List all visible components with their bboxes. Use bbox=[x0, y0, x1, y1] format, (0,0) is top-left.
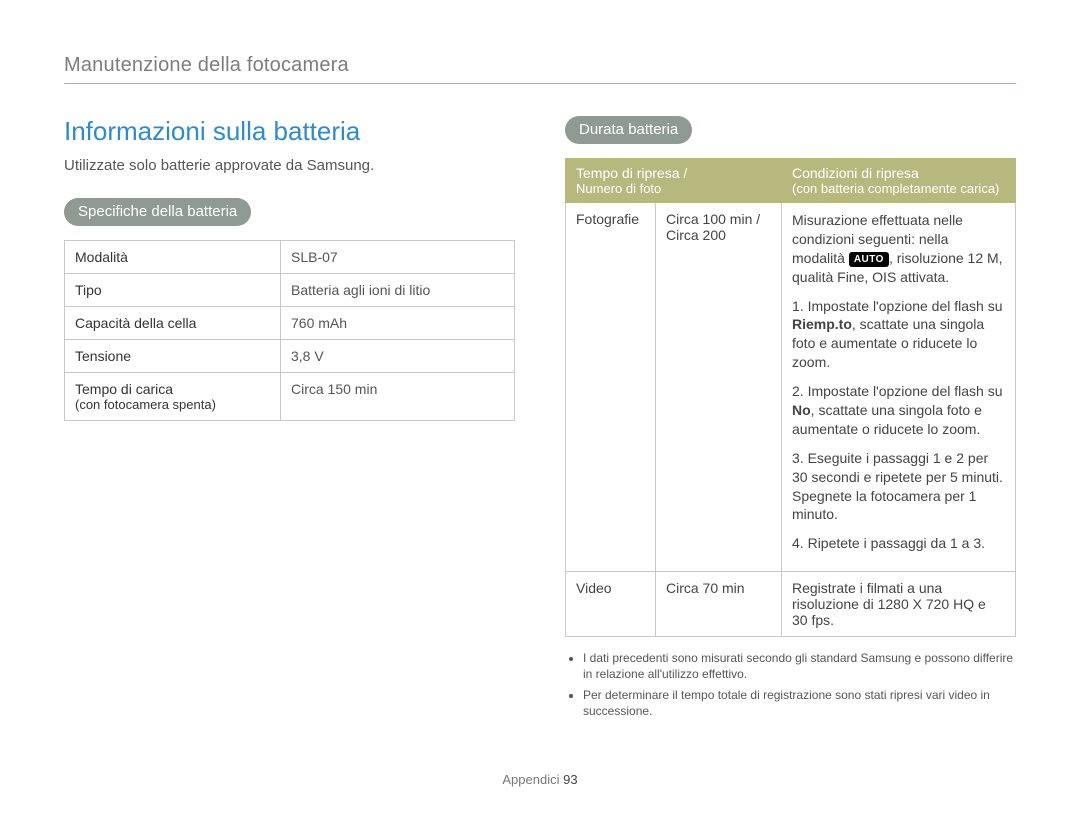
breadcrumb: Manutenzione della fotocamera bbox=[64, 54, 1016, 77]
list-item: I dati precedenti sono misurati secondo … bbox=[583, 651, 1016, 682]
list-item: 3. Eseguite i passaggi 1 e 2 per 30 seco… bbox=[792, 449, 1005, 525]
columns: Informazioni sulla batteria Utilizzate s… bbox=[64, 116, 1016, 726]
life-th-time: Tempo di ripresa / Numero di foto bbox=[566, 159, 782, 203]
spec-heading-pill: Specifiche della batteria bbox=[64, 198, 251, 226]
step-post: Ripetete i passaggi da 1 a 3. bbox=[808, 535, 985, 551]
intro-text: Utilizzate solo batterie approvate da Sa… bbox=[64, 157, 515, 174]
spec-val: Batteria agli ioni di litio bbox=[281, 274, 515, 307]
right-column: Durata batteria Tempo di ripresa / Numer… bbox=[565, 116, 1016, 726]
table-row: Tensione 3,8 V bbox=[65, 340, 515, 373]
spec-key: Tipo bbox=[65, 274, 281, 307]
spec-key: Tensione bbox=[65, 340, 281, 373]
cond-steps: 1. Impostate l'opzione del flash su Riem… bbox=[792, 297, 1005, 554]
life-row-cond: Misurazione effettuata nelle condizioni … bbox=[782, 203, 1016, 572]
spec-key-main: Tempo di carica bbox=[75, 381, 173, 397]
th-line: Condizioni di ripresa bbox=[792, 165, 919, 181]
left-column: Informazioni sulla batteria Utilizzate s… bbox=[64, 116, 515, 726]
life-table: Tempo di ripresa / Numero di foto Condiz… bbox=[565, 158, 1016, 637]
step-bold: No bbox=[792, 402, 811, 418]
spec-key: Tempo di carica (con fotocamera spenta) bbox=[65, 373, 281, 421]
spec-table: Modalità SLB-07 Tipo Batteria agli ioni … bbox=[64, 240, 515, 421]
spec-key: Modalità bbox=[65, 241, 281, 274]
life-row-label: Fotografie bbox=[566, 203, 656, 572]
page-title: Informazioni sulla batteria bbox=[64, 116, 515, 147]
step-num: 2. bbox=[792, 383, 804, 399]
spec-val: SLB-07 bbox=[281, 241, 515, 274]
step-num: 4. bbox=[792, 535, 804, 551]
th-line: Numero di foto bbox=[576, 181, 771, 196]
page: Manutenzione della fotocamera Informazio… bbox=[0, 0, 1080, 815]
table-row: Tipo Batteria agli ioni di litio bbox=[65, 274, 515, 307]
list-item: Per determinare il tempo totale di regis… bbox=[583, 688, 1016, 719]
step-pre: Impostate l'opzione del flash su bbox=[808, 383, 1003, 399]
th-line: Tempo di ripresa / bbox=[576, 165, 687, 181]
list-item: 1. Impostate l'opzione del flash su Riem… bbox=[792, 297, 1005, 373]
table-row: Fotografie Circa 100 min / Circa 200 Mis… bbox=[566, 203, 1016, 572]
auto-badge-icon: AUTO bbox=[849, 252, 889, 268]
life-row-value: Circa 70 min bbox=[656, 572, 782, 637]
table-header-row: Tempo di ripresa / Numero di foto Condiz… bbox=[566, 159, 1016, 203]
step-bold: Riemp.to bbox=[792, 316, 852, 332]
spec-key-sub: (con fotocamera spenta) bbox=[75, 397, 270, 412]
life-row-cond: Registrate i filmati a una risoluzione d… bbox=[782, 572, 1016, 637]
step-post: , scattate una singola foto e aumentate … bbox=[792, 402, 982, 437]
step-pre: Impostate l'opzione del flash su bbox=[808, 298, 1003, 314]
table-row: Modalità SLB-07 bbox=[65, 241, 515, 274]
step-post: Eseguite i passaggi 1 e 2 per 30 secondi… bbox=[792, 450, 1003, 523]
value-line: Circa 200 bbox=[666, 227, 726, 243]
notes-list: I dati precedenti sono misurati secondo … bbox=[565, 651, 1016, 719]
spec-val: 760 mAh bbox=[281, 307, 515, 340]
table-row: Capacità della cella 760 mAh bbox=[65, 307, 515, 340]
footer-page-number: 93 bbox=[563, 772, 577, 787]
life-th-cond: Condizioni di ripresa (con batteria comp… bbox=[782, 159, 1016, 203]
life-row-value: Circa 100 min / Circa 200 bbox=[656, 203, 782, 572]
step-num: 3. bbox=[792, 450, 804, 466]
breadcrumb-rule bbox=[64, 83, 1016, 84]
table-row: Video Circa 70 min Registrate i filmati … bbox=[566, 572, 1016, 637]
list-item: 2. Impostate l'opzione del flash su No, … bbox=[792, 382, 1005, 439]
list-item: 4. Ripetete i passaggi da 1 a 3. bbox=[792, 534, 1005, 553]
step-num: 1. bbox=[792, 298, 804, 314]
spec-key: Capacità della cella bbox=[65, 307, 281, 340]
life-heading-pill: Durata batteria bbox=[565, 116, 692, 144]
life-row-label: Video bbox=[566, 572, 656, 637]
page-footer: Appendici 93 bbox=[0, 772, 1080, 787]
cond-intro: Misurazione effettuata nelle condizioni … bbox=[792, 211, 1005, 287]
spec-val: Circa 150 min bbox=[281, 373, 515, 421]
value-line: Circa 100 min / bbox=[666, 211, 760, 227]
table-row: Tempo di carica (con fotocamera spenta) … bbox=[65, 373, 515, 421]
footer-label: Appendici bbox=[502, 772, 559, 787]
spec-val: 3,8 V bbox=[281, 340, 515, 373]
th-line: (con batteria completamente carica) bbox=[792, 181, 1005, 196]
